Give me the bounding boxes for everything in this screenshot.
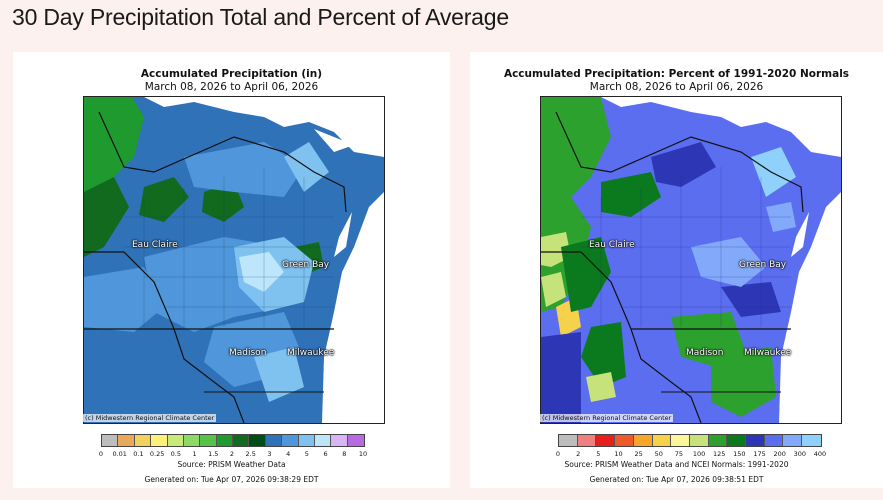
precip-legend-swatch <box>331 435 348 446</box>
percent-legend-swatch <box>615 435 634 446</box>
percent-normal-map: Eau Claire Green Bay Madison Milwaukee <box>540 96 842 424</box>
city-label-eau-claire: Eau Claire <box>132 240 178 250</box>
precip-legend-tick: 10 <box>358 450 368 458</box>
percent-legend-swatch <box>596 435 616 446</box>
precip-legend-swatch <box>151 435 168 446</box>
precip-legend-tick: 8 <box>342 450 347 458</box>
percent-legend-swatch <box>802 435 821 446</box>
precip-legend-tick: 0 <box>98 450 104 458</box>
city-label-madison: Madison <box>686 348 724 358</box>
percent-legend-tick: 300 <box>793 450 807 458</box>
precip-legend-swatch <box>314 435 332 446</box>
precip-legend-swatch <box>183 435 201 446</box>
panel-date-range: March 08, 2026 to April 06, 2026 <box>144 81 319 93</box>
city-label-milwaukee: Milwaukee <box>744 348 792 358</box>
precip-legend-swatch <box>347 435 364 446</box>
precip-legend-tick: 5 <box>304 450 309 458</box>
precip-legend-tick: 0.01 <box>112 450 127 458</box>
city-label-green-bay: Green Bay <box>282 260 330 270</box>
panel-title: Accumulated Precipitation: Percent of 19… <box>503 68 850 80</box>
percent-legend-swatch <box>708 435 728 446</box>
precip-legend-tick: 1.5 <box>208 450 219 458</box>
percent-legend-tick: 400 <box>813 450 827 458</box>
precip-legend-swatch <box>102 435 119 446</box>
precip-legend-swatch <box>282 435 299 446</box>
panel-date-range: March 08, 2026 to April 06, 2026 <box>589 81 764 93</box>
percent-legend-tick: 150 <box>733 450 746 458</box>
generated-timestamp: Generated on: Tue Apr 07, 2026 09:38:29 … <box>144 475 319 484</box>
percent-legend-ticks: 0 2 5 10 25 50 75 100 125 150 175 200 300 400 <box>555 450 826 460</box>
percent-of-normal-panel: Accumulated Precipitation: Percent of 19… <box>470 52 883 488</box>
precip-legend-swatch <box>233 435 250 446</box>
precip-legend-tick: 0.1 <box>133 450 144 458</box>
percent-legend-swatch <box>746 435 765 446</box>
percent-legend-swatch <box>671 435 690 446</box>
precip-legend-ticks: 0 0.01 0.1 0.25 0.5 1 1.5 2 2.5 3 4 5 6 8 10 <box>98 450 367 460</box>
precip-legend-tick: 2 <box>229 450 235 458</box>
city-label-eau-claire: Eau Claire <box>589 240 635 250</box>
precip-legend-swatch <box>167 435 184 446</box>
percent-legend-tick: 50 <box>654 450 663 458</box>
city-label-madison: Madison <box>229 348 267 358</box>
city-label-milwaukee: Milwaukee <box>287 348 335 358</box>
percent-legend-swatch <box>689 435 709 446</box>
precip-legend-tick: 2.5 <box>245 450 256 458</box>
precip-map: Eau Claire Green Bay Madison Milwaukee <box>83 96 385 424</box>
page-title: 30 Day Precipitation Total and Percent o… <box>12 4 509 30</box>
percent-legend-swatch <box>727 435 747 446</box>
precip-legend-tick: 1 <box>192 450 197 458</box>
percent-legend-swatch <box>764 435 784 446</box>
precip-legend-tick: 0.25 <box>149 450 165 458</box>
percent-legend-tick: 75 <box>674 450 684 458</box>
data-source-label: Source: PRISM Weather Data <box>177 460 286 469</box>
accumulated-precip-panel: Accumulated Precipitation (in) March 08,… <box>13 52 450 488</box>
map-credit: (c) Midwestern Regional Climate Center <box>83 414 217 422</box>
panel-title: Accumulated Precipitation (in) <box>140 68 323 80</box>
precip-legend-tick: 6 <box>323 450 328 458</box>
percent-legend-tick: 25 <box>634 450 643 458</box>
city-label-green-bay: Green Bay <box>739 260 787 270</box>
percent-legend-swatch <box>577 435 597 446</box>
precip-legend-swatch <box>216 435 233 446</box>
precip-legend-swatch <box>249 435 266 446</box>
precip-legend-swatch <box>200 435 217 446</box>
generated-timestamp: Generated on: Tue Apr 07, 2026 09:38:51 … <box>589 475 764 484</box>
precip-legend-swatch <box>118 435 135 446</box>
percent-legend-tick: 175 <box>753 450 766 458</box>
map-credit: (c) Midwestern Regional Climate Center <box>540 414 674 422</box>
percent-legend-tick: 200 <box>773 450 786 458</box>
percent-legend-tick: 0 <box>555 450 561 458</box>
percent-legend-swatch <box>633 435 653 446</box>
percent-legend-tick: 5 <box>596 450 601 458</box>
precip-legend-swatch <box>298 435 315 446</box>
precip-legend-swatch <box>265 435 283 446</box>
data-source-label: Source: PRISM Weather Data and NCEI Norm… <box>564 460 789 469</box>
percent-legend-tick: 2 <box>576 450 581 458</box>
precip-legend-tick: 4 <box>286 450 291 458</box>
percent-legend-tick: 125 <box>713 450 726 458</box>
precip-color-legend <box>101 434 365 447</box>
precip-legend-tick: 3 <box>267 450 272 458</box>
precip-legend-swatch <box>134 435 152 446</box>
percent-legend-tick: 10 <box>614 450 623 458</box>
precip-map-graphic <box>84 97 384 423</box>
percent-color-legend <box>558 434 822 447</box>
percent-legend-tick: 100 <box>692 450 706 458</box>
percent-legend-swatch <box>559 435 578 446</box>
precip-legend-tick: 0.5 <box>170 450 182 458</box>
percent-map-graphic <box>541 97 841 423</box>
percent-legend-swatch <box>652 435 672 446</box>
percent-legend-swatch <box>783 435 803 446</box>
